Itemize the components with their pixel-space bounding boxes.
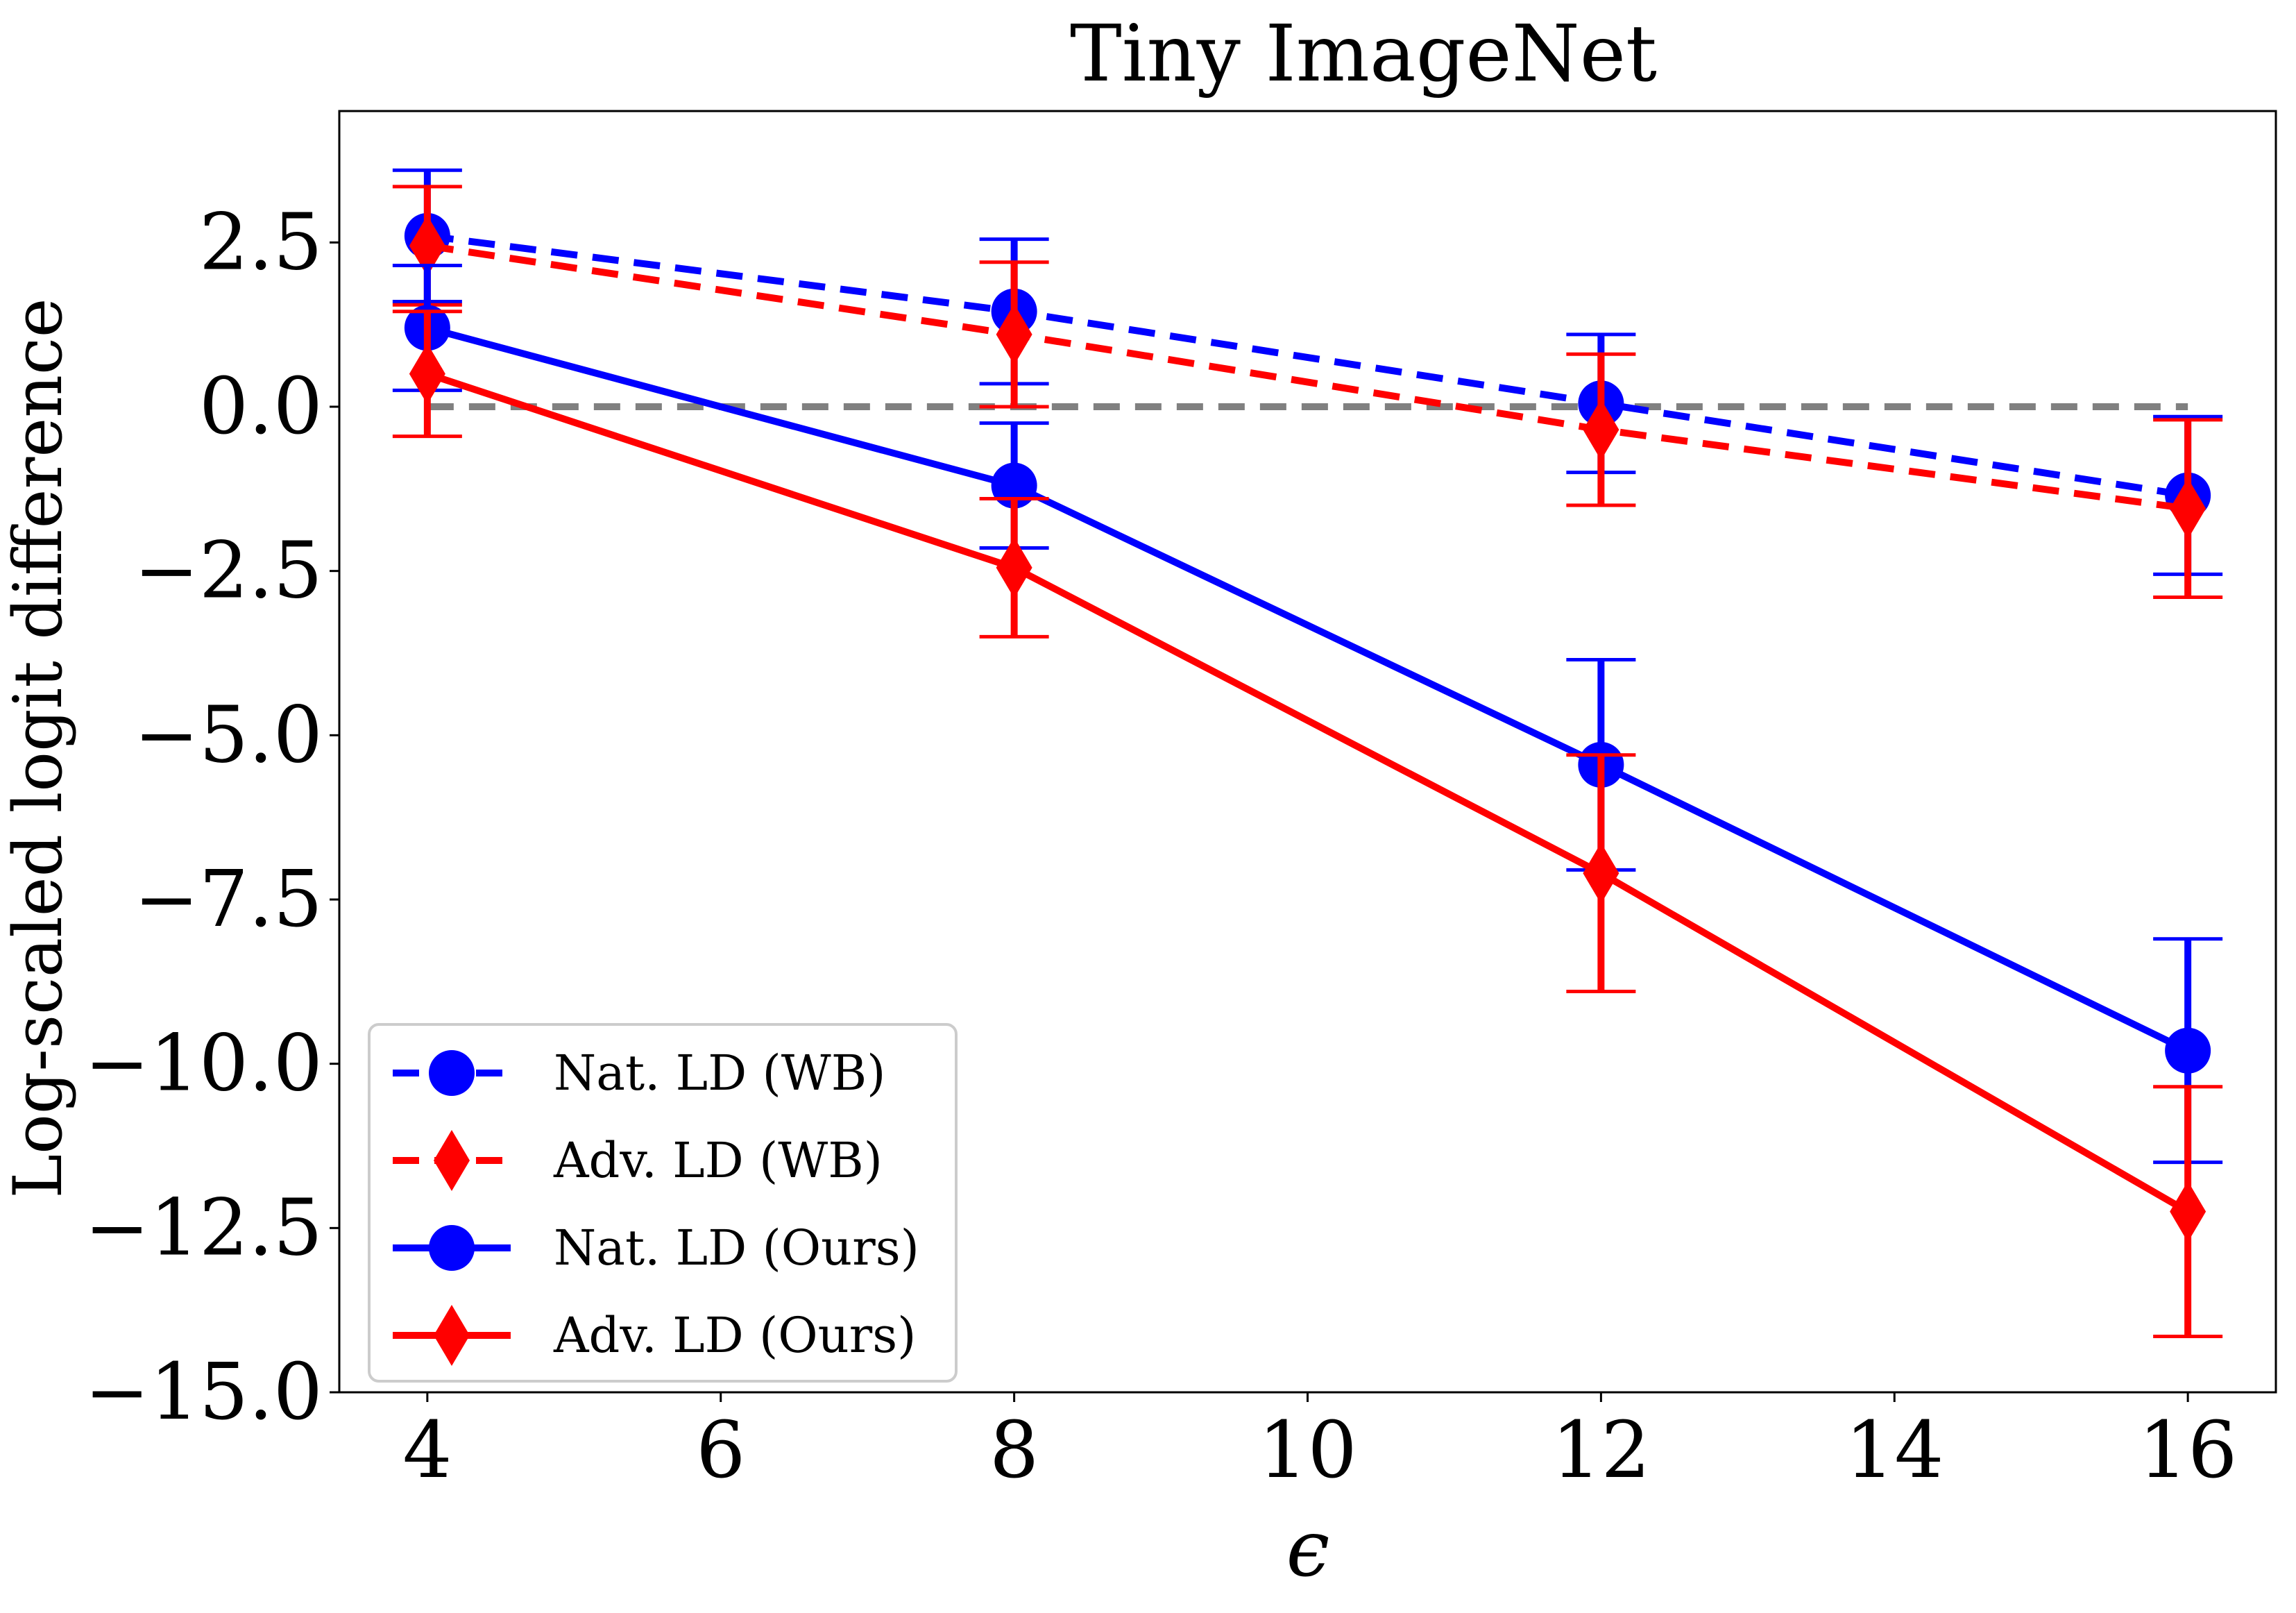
legend-label: Adv. LD (Ours) [553, 1307, 916, 1364]
data-point [2170, 478, 2206, 539]
data-point [1583, 399, 1619, 461]
y-tick-label: −15.0 [85, 1347, 323, 1437]
y-tick-label: 2.5 [199, 197, 323, 287]
x-tick-label: 6 [696, 1405, 745, 1496]
y-tick-label: −10.0 [85, 1019, 323, 1109]
series-line [426, 324, 2190, 1054]
legend-entry: Nat. LD (Ours) [393, 1219, 919, 1276]
x-tick-label: 14 [1845, 1405, 1944, 1496]
y-tick-label: −5.0 [134, 690, 323, 780]
x-tick-label: 4 [402, 1405, 452, 1496]
legend-label: Adv. LD (WB) [553, 1132, 883, 1189]
y-tick-label: 0.0 [199, 362, 323, 452]
data-point [2165, 1027, 2211, 1074]
legend-marker [434, 1130, 470, 1191]
data-point [996, 537, 1032, 598]
legend-label: Nat. LD (WB) [554, 1045, 885, 1101]
x-tick-label: 12 [1551, 1405, 1651, 1496]
x-tick-label: 8 [989, 1405, 1039, 1496]
x-tick-label: 10 [1258, 1405, 1357, 1496]
legend-marker [429, 1225, 475, 1271]
data-point [409, 343, 445, 405]
data-point [996, 303, 1032, 365]
legend-box [368, 1023, 958, 1383]
x-axis-label: ϵ [1286, 1504, 1330, 1594]
legend-marker [429, 1050, 475, 1096]
data-point [409, 215, 445, 277]
series-line [427, 232, 2188, 499]
y-tick-label: −12.5 [85, 1183, 323, 1273]
y-tick-label: −2.5 [134, 526, 323, 616]
plot-area: 4 6 8 10 12 14 16 2.5 0.0 −2.5 −5.0 −7.5 −10.0 −12.5 −… [85, 110, 2277, 1496]
legend-entry: Adv. LD (WB) [393, 1130, 883, 1191]
legend-marker [434, 1305, 470, 1366]
data-point [2170, 1181, 2206, 1242]
x-tick-label: 16 [2138, 1405, 2238, 1496]
series-line [426, 370, 2190, 1215]
legend-entry: Nat. LD (WB) [393, 1045, 885, 1101]
series-line [427, 242, 2188, 512]
series-4 [392, 310, 2223, 1339]
legend-entry: Adv. LD (Ours) [393, 1305, 916, 1366]
y-tick-label: −7.5 [134, 854, 323, 945]
series-2 [392, 185, 2223, 600]
legend: Nat. LD (WB) Adv. LD (WB) Nat. LD (Ours) Ad… [368, 1023, 958, 1383]
data-point [1583, 843, 1619, 904]
y-axis-label: Log-scaled logit difference [0, 298, 77, 1198]
chart-title: Tiny ImageNet [1070, 9, 1657, 99]
legend-label: Nat. LD (Ours) [554, 1219, 919, 1276]
